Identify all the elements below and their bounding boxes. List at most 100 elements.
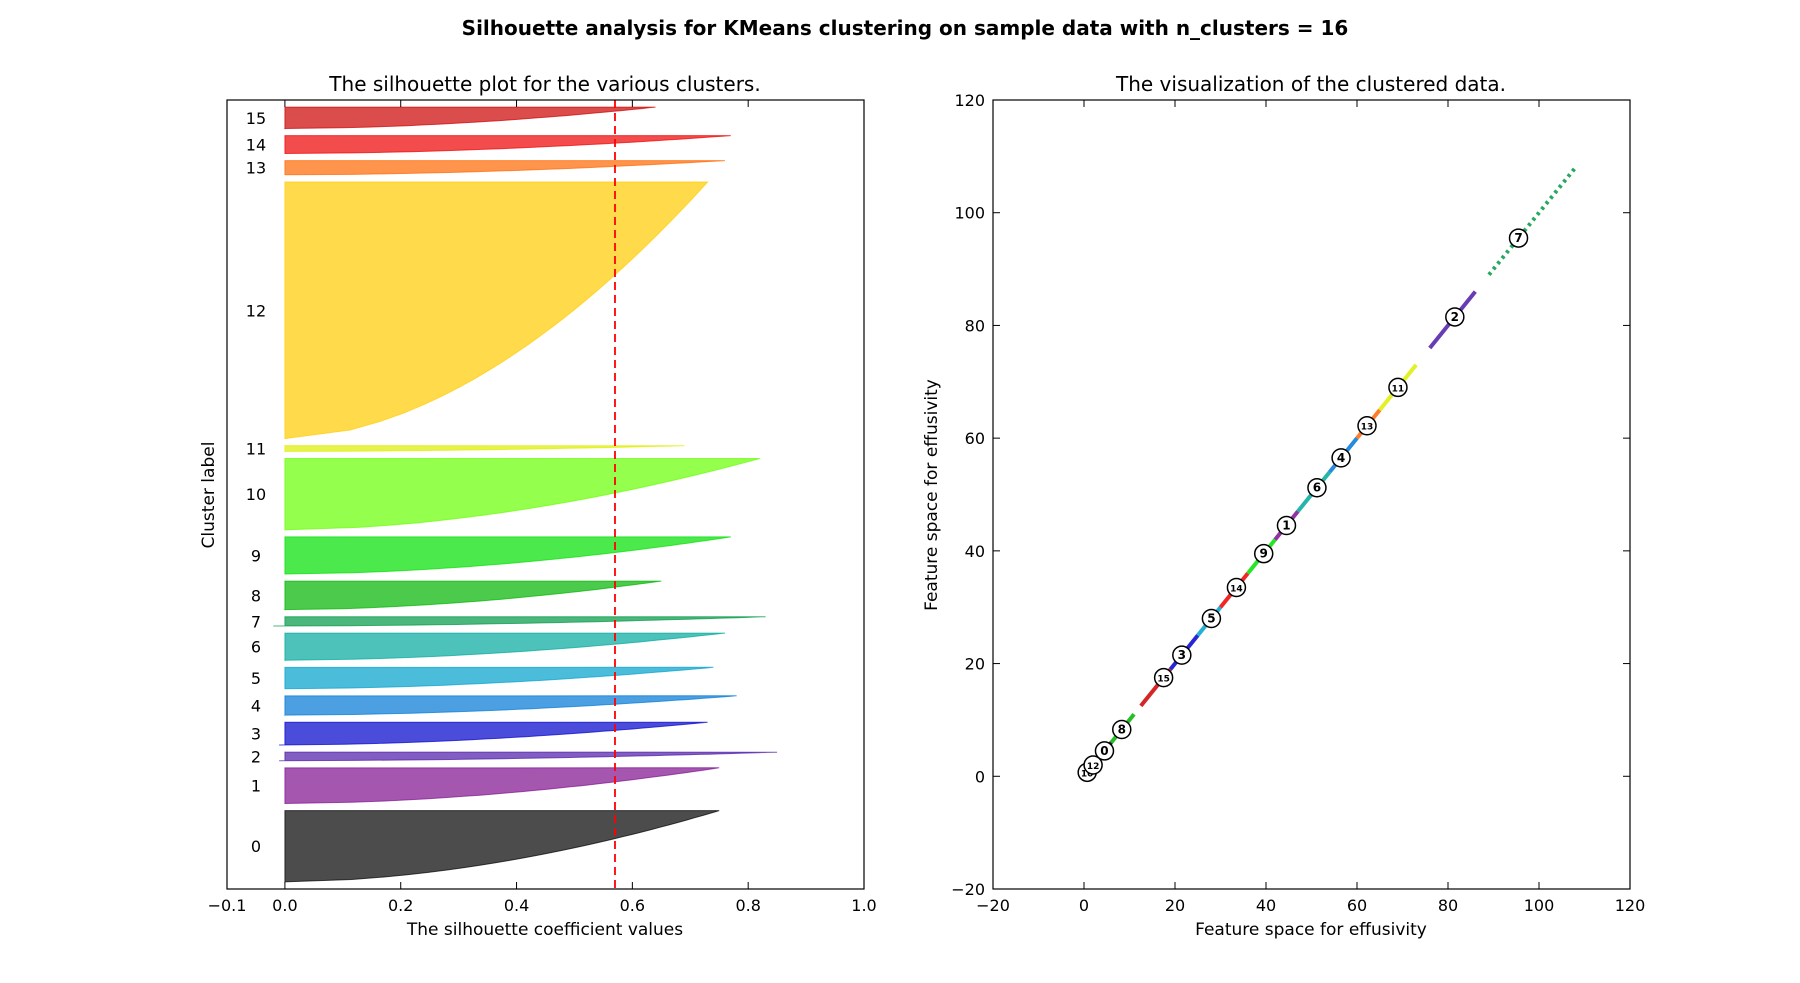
cluster-label-3: 3: [251, 725, 261, 744]
silhouette-xtick-label: 0.0: [272, 896, 297, 915]
silhouette-xlabel: The silhouette coefficient values: [406, 920, 683, 940]
cluster-center-label: 14: [1230, 584, 1243, 594]
cluster-center-marker: [1388, 377, 1408, 398]
silhouette-xtick-label: −0.1: [208, 896, 247, 915]
silhouette-cluster-12: [284, 181, 709, 440]
silhouette-cluster-14: [284, 135, 731, 155]
scatter-xtick-label: 0: [1079, 896, 1089, 915]
cluster-center-marker: [1508, 228, 1529, 248]
cluster-center-5: 5: [1201, 608, 1222, 629]
cluster-label-12: 12: [246, 301, 266, 320]
cluster-center-label: 1: [1282, 518, 1290, 532]
cluster-center-marker: [1112, 719, 1132, 740]
cluster-center-label: 4: [1337, 451, 1345, 465]
cluster-center-label: 9: [1260, 547, 1268, 561]
silhouette-xtick-label: 1.0: [851, 896, 876, 915]
scatter-ytick-label: 0: [975, 767, 985, 786]
cluster-center-0: 0: [1094, 741, 1115, 761]
cluster-center-label: 5: [1207, 611, 1215, 625]
silhouette-frame: [226, 99, 865, 890]
cluster-center-3: 3: [1172, 645, 1192, 665]
silhouette-title: The silhouette plot for the various clus…: [328, 72, 760, 96]
cluster-label-13: 13: [246, 159, 266, 178]
scatter-ytick-label: 20: [965, 655, 985, 674]
cluster-center-label: 12: [1087, 762, 1100, 772]
cluster-center-marker: [1083, 755, 1103, 775]
scatter-axes: The visualization of the clustered data.…: [922, 72, 1645, 940]
scatter-ytick-label: 40: [965, 542, 985, 561]
silhouette-cluster-2: [279, 751, 778, 762]
scatter-ytick-label: 120: [954, 91, 985, 110]
cluster-label-4: 4: [251, 696, 261, 715]
cluster-center-label: 15: [1157, 675, 1170, 685]
cluster-center-15: 15: [1153, 667, 1174, 688]
cluster-center-label: 11: [1392, 384, 1405, 394]
silhouette-cluster-1: [284, 767, 720, 805]
silhouette-xtick-label: 0.6: [620, 896, 645, 915]
silhouette-axes: The silhouette plot for the various clus…: [199, 72, 877, 940]
scatter-ytick-label: 60: [965, 429, 985, 448]
cluster-center-marker: [1226, 577, 1247, 598]
silhouette-cluster-4: [283, 695, 737, 716]
scatter-xtick-label: 120: [1615, 896, 1646, 915]
scatter-ytick-label: −20: [951, 880, 985, 899]
cluster-center-9: 9: [1253, 543, 1274, 564]
cluster-label-11: 11: [246, 440, 266, 459]
cluster-label-5: 5: [251, 669, 261, 688]
cluster-center-14: 14: [1226, 577, 1247, 598]
silhouette-xtick-label: 0.8: [735, 896, 760, 915]
silhouette-cluster-3: [279, 721, 708, 746]
scatter-xtick-label: 100: [1524, 896, 1555, 915]
cluster-center-7: 7: [1508, 228, 1529, 248]
cluster-center-marker: [1172, 645, 1192, 665]
cluster-center-1: 1: [1276, 515, 1297, 536]
scatter-ytick-label: 80: [965, 316, 985, 335]
scatter-title: The visualization of the clustered data.: [1115, 72, 1506, 96]
cluster-center-marker: [1153, 667, 1174, 688]
scatter-ytick-label: 100: [954, 204, 985, 223]
silhouette-xtick-label: 0.2: [388, 896, 413, 915]
cluster-label-1: 1: [251, 777, 261, 796]
cluster-center-13: 13: [1357, 415, 1377, 436]
cluster-label-2: 2: [251, 747, 261, 766]
cluster-label-7: 7: [251, 612, 261, 631]
scatter-xtick-label: 80: [1438, 896, 1458, 915]
cluster-center-marker: [1276, 515, 1297, 536]
silhouette-cluster-0: [284, 810, 720, 883]
cluster-label-6: 6: [251, 638, 261, 657]
scatter-xtick-label: 60: [1347, 896, 1367, 915]
cluster-center-marker: [1445, 307, 1465, 327]
scatter-xtick-label: 40: [1256, 896, 1276, 915]
cluster-label-0: 0: [251, 837, 261, 856]
silhouette-cluster-13: [284, 160, 726, 176]
silhouette-cluster-5: [284, 666, 714, 690]
silhouette-cluster-8: [283, 580, 662, 611]
scatter-points-cluster-7: [1487, 166, 1577, 276]
cluster-center-label: 13: [1361, 423, 1374, 433]
cluster-center-marker: [1094, 741, 1115, 761]
scatter-frame: [992, 99, 1631, 890]
cluster-center-2: 2: [1445, 307, 1465, 327]
cluster-label-14: 14: [246, 136, 266, 155]
cluster-center-marker: [1357, 415, 1377, 436]
cluster-center-label: 6: [1313, 481, 1321, 495]
scatter-xtick-label: −20: [976, 896, 1010, 915]
silhouette-ylabel: Cluster label: [199, 442, 219, 549]
cluster-center-label: 0: [1100, 744, 1108, 758]
silhouette-xticks: −0.1 0.0 0.2 0.4 0.6 0.8 1.0: [208, 100, 877, 915]
cluster-center-11: 11: [1388, 377, 1408, 398]
cluster-label-8: 8: [251, 586, 261, 605]
cluster-label-10: 10: [246, 485, 266, 504]
cluster-center-12: 12: [1083, 755, 1103, 775]
cluster-center-label: 8: [1118, 723, 1126, 737]
silhouette-cluster-9: [284, 536, 731, 575]
cluster-label-15: 15: [246, 109, 266, 128]
scatter-xtick-label: 20: [1165, 896, 1185, 915]
cluster-center-8: 8: [1112, 719, 1132, 740]
cluster-center-label: 10: [1081, 769, 1094, 779]
